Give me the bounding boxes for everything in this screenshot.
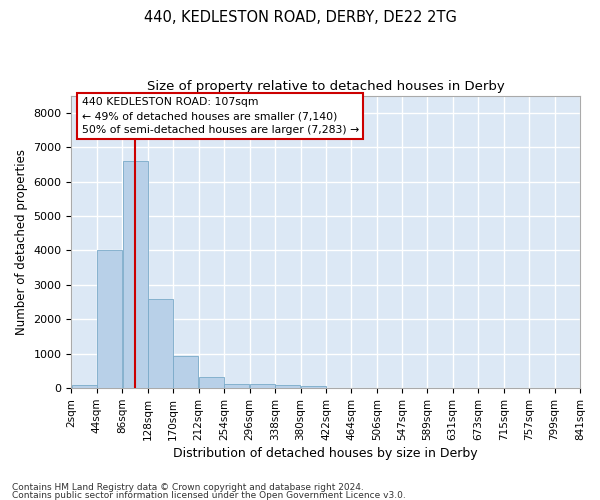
Text: 440 KEDLESTON ROAD: 107sqm
← 49% of detached houses are smaller (7,140)
50% of s: 440 KEDLESTON ROAD: 107sqm ← 49% of deta… (82, 97, 359, 135)
Bar (97, 250, 122, 388)
Bar (199, 377, 224, 388)
Text: 440, KEDLESTON ROAD, DERBY, DE22 2TG: 440, KEDLESTON ROAD, DERBY, DE22 2TG (143, 10, 457, 25)
Bar (71, 385, 97, 388)
X-axis label: Distribution of detached houses by size in Derby: Distribution of detached houses by size … (173, 447, 478, 460)
Bar (173, 356, 199, 388)
Title: Size of property relative to detached houses in Derby: Size of property relative to detached ho… (147, 80, 505, 93)
Bar (250, 384, 275, 388)
Bar (301, 386, 326, 388)
Text: Contains public sector information licensed under the Open Government Licence v3: Contains public sector information licen… (12, 490, 406, 500)
Bar (122, 161, 148, 388)
Bar (148, 298, 173, 388)
Bar (224, 384, 250, 388)
Y-axis label: Number of detached properties: Number of detached properties (15, 149, 28, 335)
Bar (275, 386, 300, 388)
Text: Contains HM Land Registry data © Crown copyright and database right 2024.: Contains HM Land Registry data © Crown c… (12, 484, 364, 492)
